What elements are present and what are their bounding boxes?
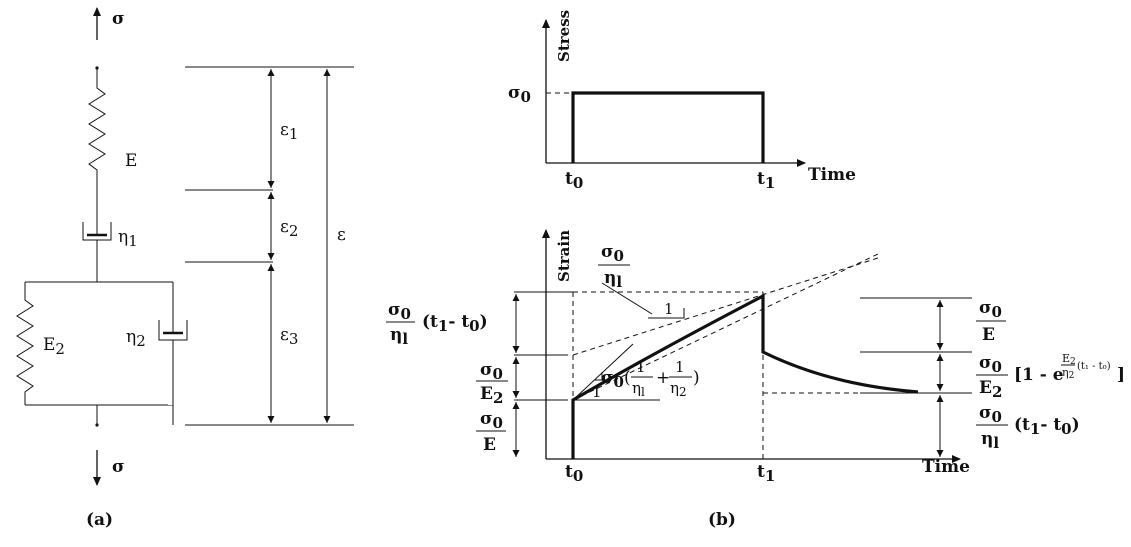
initial-tangent bbox=[572, 343, 634, 401]
svg-text:σ0: σ0 bbox=[979, 353, 1002, 376]
eps-total-label: ε bbox=[337, 225, 346, 245]
left-viscous-label: σ0 ηl (t1- t0) bbox=[386, 300, 488, 348]
strain-time-label: Time bbox=[922, 457, 970, 477]
dashpot-eta1-label: η1 bbox=[118, 227, 138, 250]
svg-text:σ0: σ0 bbox=[601, 242, 624, 265]
stress-step bbox=[571, 91, 765, 163]
svg-text:E2: E2 bbox=[1062, 352, 1076, 367]
right-instant-label: σ0 E bbox=[976, 298, 1006, 345]
stress-axis-label: Stress bbox=[555, 10, 573, 62]
sigma-bottom-label: σ bbox=[112, 457, 125, 477]
strain-dimension-lines bbox=[185, 66, 354, 426]
sigma0-level-label: σ0 bbox=[508, 83, 531, 106]
svg-text:ηl: ηl bbox=[981, 429, 999, 452]
svg-text:+: + bbox=[656, 368, 670, 388]
steady-slope-one: 1 bbox=[664, 300, 674, 318]
svg-text:): ) bbox=[693, 368, 700, 388]
svg-text:E: E bbox=[982, 325, 995, 345]
strain-t1-label: t1 bbox=[757, 462, 775, 485]
svg-text:E: E bbox=[483, 435, 496, 455]
spring-e bbox=[88, 68, 106, 185]
initial-slope-one: 1 bbox=[592, 383, 602, 401]
steady-slope-triangle bbox=[648, 308, 685, 319]
eps2-label: ε2 bbox=[280, 217, 298, 240]
strain-curve bbox=[571, 293, 919, 459]
kelvin-voigt-unit bbox=[16, 281, 174, 425]
sigma-top-label: σ bbox=[112, 9, 125, 29]
spring-e2-label: E2 bbox=[43, 335, 65, 358]
stress-t1-label: t1 bbox=[757, 169, 775, 192]
svg-text:σ0: σ0 bbox=[388, 300, 411, 323]
stress-history-chart: Stress Time σ0 t0 t1 bbox=[508, 10, 856, 192]
left-delayed-label: σ0 E2 bbox=[476, 360, 508, 407]
eps3-label: ε3 bbox=[280, 325, 298, 348]
eps1-label: ε1 bbox=[280, 120, 298, 143]
svg-text:E2: E2 bbox=[979, 378, 1002, 401]
right-viscous-label: σ0 ηl (t1- t0) bbox=[976, 403, 1080, 452]
steady-slope-label: σ0 ηl bbox=[598, 242, 630, 291]
bottom-node bbox=[95, 423, 99, 427]
strain-t0-label: t0 bbox=[565, 462, 583, 485]
svg-text:E2: E2 bbox=[480, 384, 503, 407]
left-instant-label: σ0 E bbox=[476, 409, 506, 455]
svg-text:(: ( bbox=[624, 368, 631, 388]
slope-leader bbox=[601, 282, 653, 315]
svg-text:ηl: ηl bbox=[390, 325, 408, 348]
initial-slope-triangle bbox=[595, 372, 603, 381]
svg-text:]: ] bbox=[1117, 365, 1125, 385]
burgers-mechanical-model: σ E η1 E bbox=[16, 7, 354, 530]
svg-text:1: 1 bbox=[636, 358, 646, 376]
svg-text:σ0: σ0 bbox=[601, 368, 624, 391]
svg-text:σ0: σ0 bbox=[979, 298, 1002, 321]
stress-time-label: Time bbox=[808, 165, 856, 185]
svg-text:σ0: σ0 bbox=[480, 360, 503, 383]
spring-e-label: E bbox=[125, 151, 137, 171]
left-strain-dimensions bbox=[512, 291, 573, 457]
svg-text:ηl: ηl bbox=[632, 379, 645, 399]
strain-response-chart: Strain Time σ0 ηl 1 1 σ0 ( bbox=[386, 229, 1125, 485]
stress-t0-label: t0 bbox=[565, 169, 583, 192]
svg-text:(t1- t0): (t1- t0) bbox=[422, 312, 488, 335]
dashpot-eta2-label: η2 bbox=[126, 327, 146, 350]
panel-b-caption: (b) bbox=[708, 510, 736, 530]
right-delayed-label: σ0 E2 [1 - e E2 η2 (t₁ - t₀) ] bbox=[976, 352, 1125, 401]
right-strain-dimensions bbox=[860, 297, 972, 457]
svg-text:σ0: σ0 bbox=[979, 403, 1002, 426]
initial-slope-label: σ0 ( 1 ηl + 1 η2 ) bbox=[601, 358, 700, 399]
svg-text:(t₁ - t₀): (t₁ - t₀) bbox=[1077, 361, 1111, 372]
strain-axis-label: Strain bbox=[555, 230, 573, 282]
svg-text:1: 1 bbox=[675, 358, 685, 376]
svg-text:σ0: σ0 bbox=[480, 409, 503, 432]
svg-text:η2: η2 bbox=[670, 379, 687, 399]
svg-text:(t1- t0): (t1- t0) bbox=[1014, 415, 1080, 438]
svg-text:η2: η2 bbox=[1062, 366, 1074, 381]
strain-guides bbox=[572, 252, 945, 459]
dashpot-eta1 bbox=[82, 185, 112, 282]
svg-text:[1 - e: [1 - e bbox=[1014, 365, 1064, 385]
spring-e2 bbox=[16, 282, 34, 405]
svg-text:ηl: ηl bbox=[604, 268, 622, 291]
panel-a-caption: (a) bbox=[86, 510, 113, 530]
